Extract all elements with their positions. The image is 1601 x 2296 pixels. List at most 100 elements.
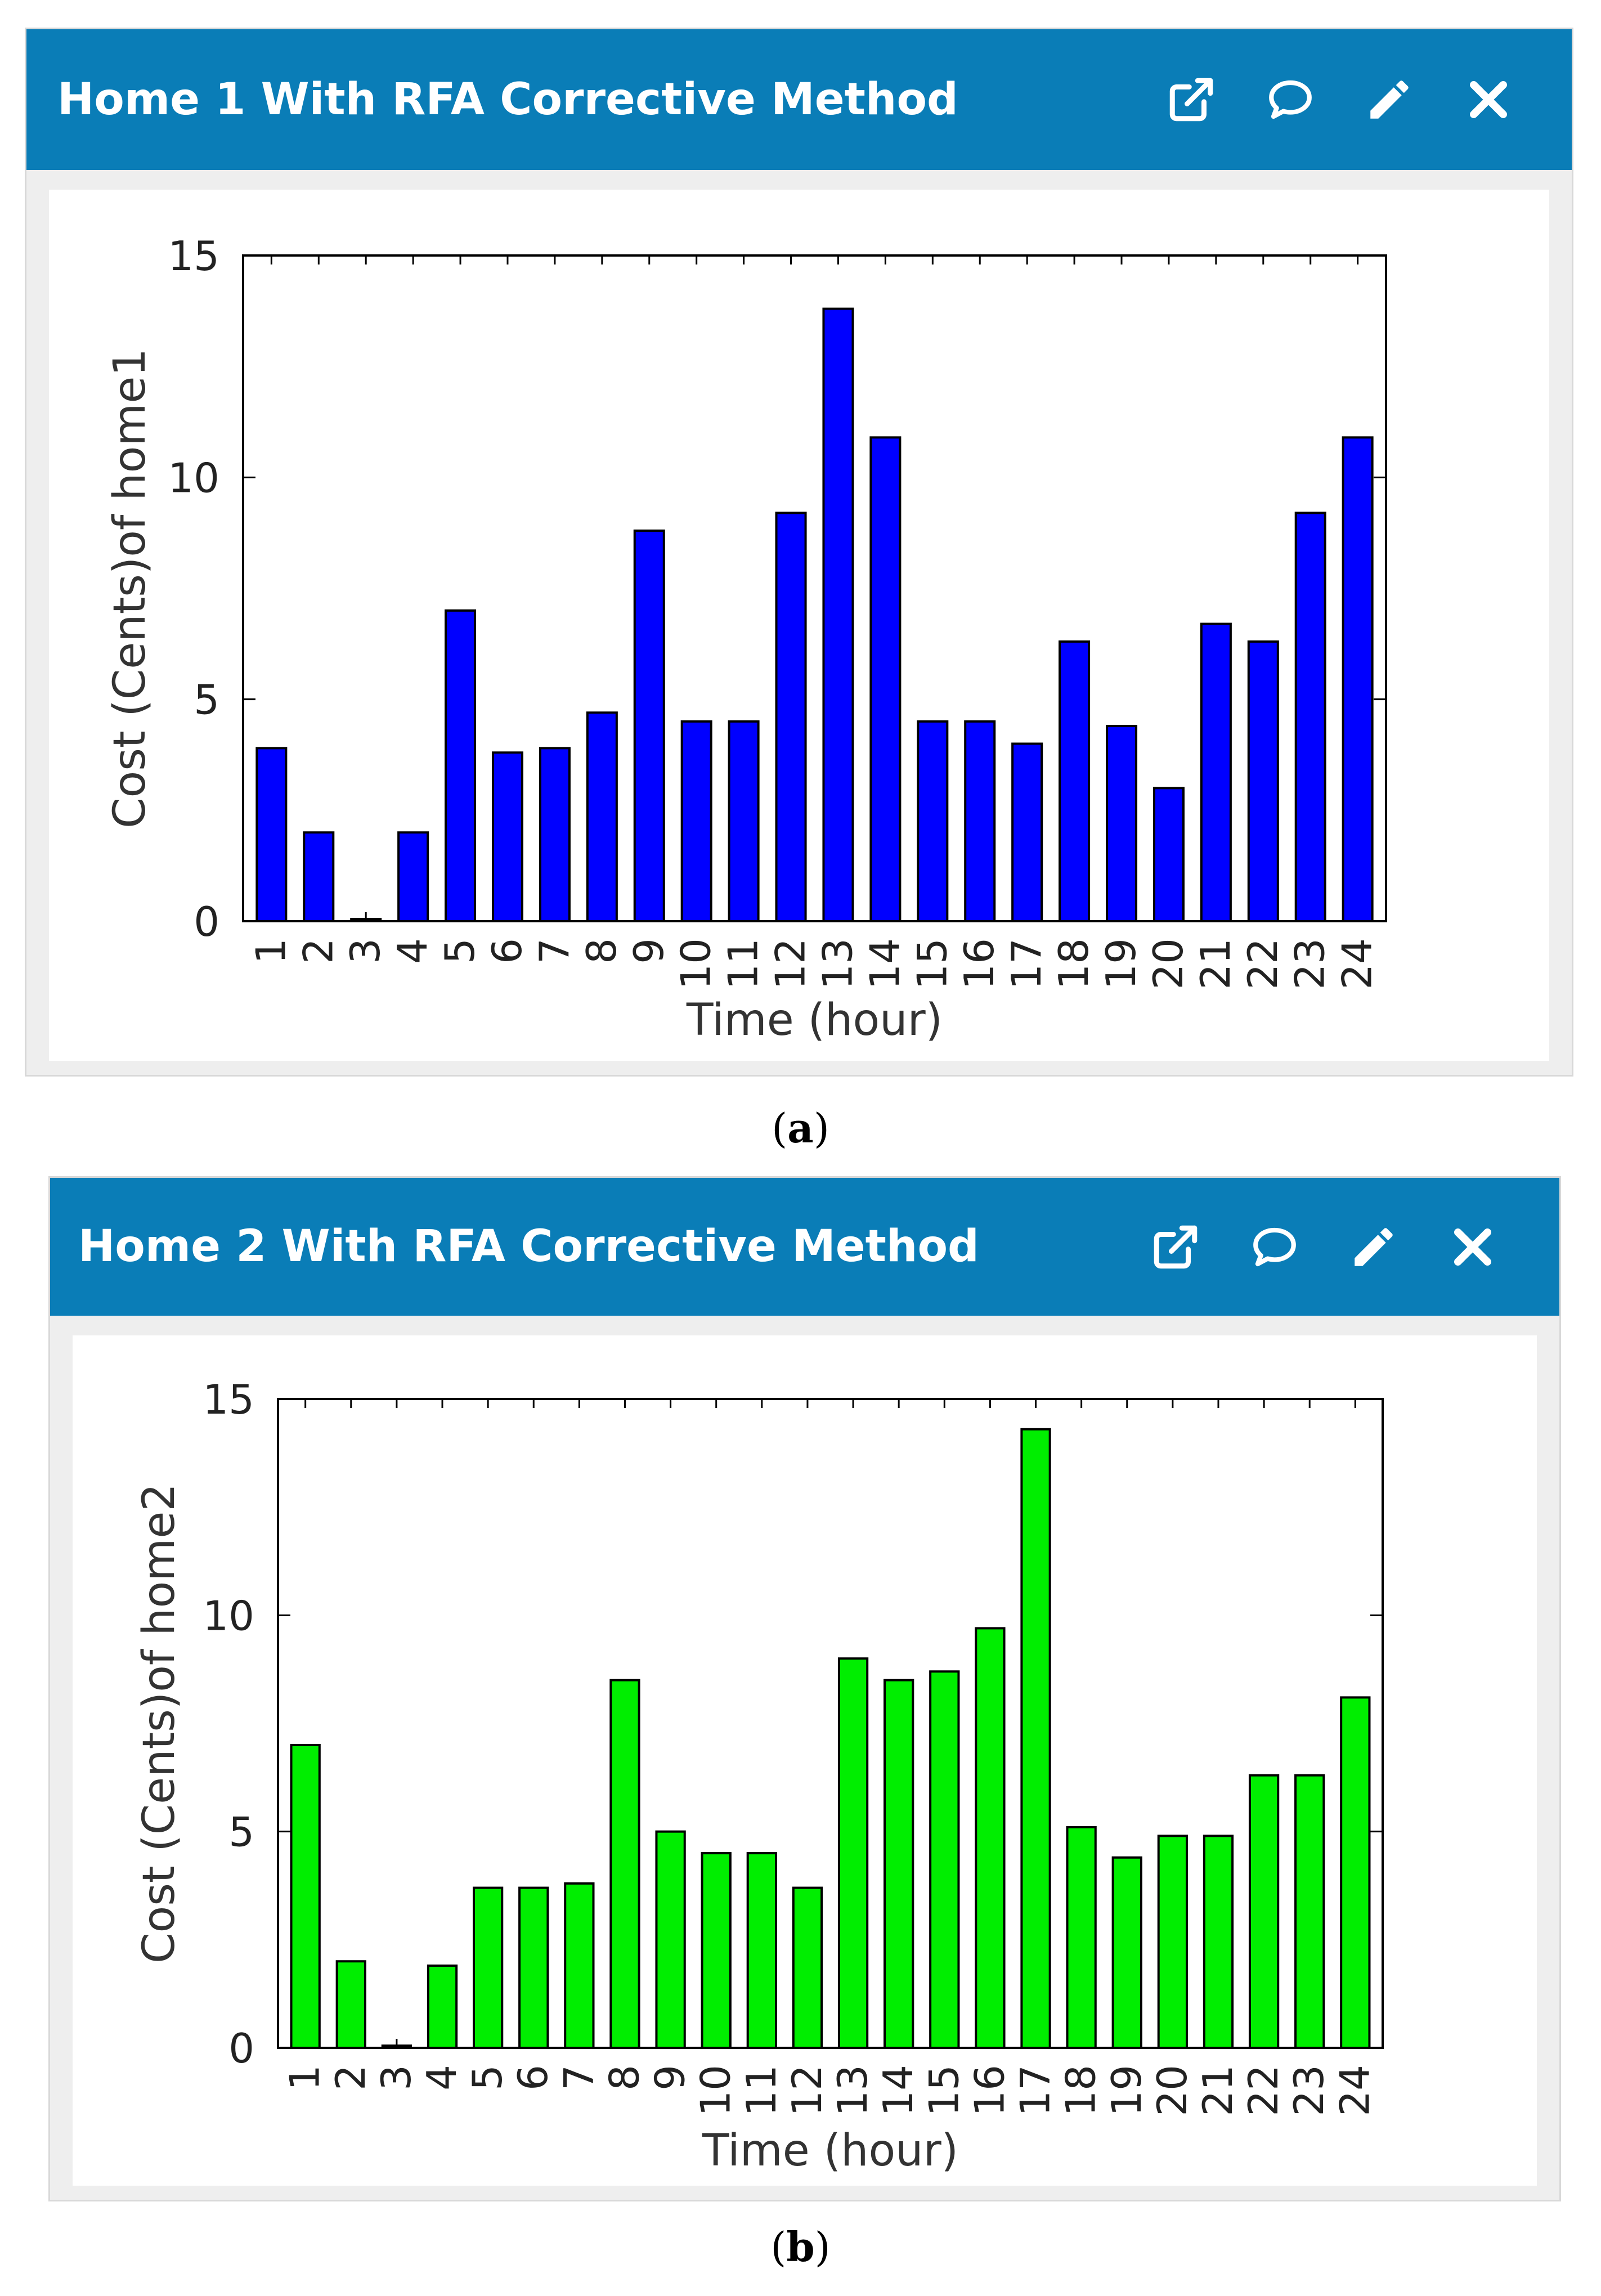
widget-toolbar (1142, 1178, 1538, 1316)
bar-hour-8 (609, 1679, 640, 2049)
bar-hour-9 (655, 1830, 686, 2050)
widget-title: Home 1 With RFA Corrective Method (57, 74, 958, 125)
x-tick-label: 5 (464, 2065, 511, 2091)
close-icon[interactable] (1455, 66, 1522, 133)
x-tick-label: 8 (578, 938, 625, 964)
x-tick-label: 10 (692, 2065, 739, 2116)
bar-hour-4 (427, 1964, 458, 2050)
x-axis-label: Time (hour) (702, 2125, 958, 2176)
bar-hour-20 (1152, 787, 1185, 923)
x-tick-label: 2 (294, 938, 342, 964)
widget-titlebar: Home 1 With RFA Corrective Method (26, 29, 1572, 170)
x-tick-label: 4 (418, 2065, 465, 2091)
x-tick-label: 10 (672, 938, 720, 990)
bar-hour-19 (1105, 724, 1138, 923)
close-icon[interactable] (1439, 1213, 1506, 1281)
x-tick-label: 12 (783, 2065, 831, 2116)
x-tick-label: 21 (1194, 2065, 1241, 2116)
caption-letter: b (786, 2223, 815, 2271)
chart-widget-home1: Home 1 With RFA Corrective Method 0 5 10 15… (25, 28, 1573, 1077)
x-tick-label: 1 (281, 2065, 329, 2091)
bar-hour-21 (1200, 622, 1232, 922)
y-tick-label: 10 (168, 454, 219, 501)
x-tick-label: 16 (956, 938, 1003, 990)
bar-hour-5 (472, 1886, 504, 2049)
chart-widget-home2: Home 2 With RFA Corrective Method 0 5 10 15… (48, 1176, 1561, 2201)
y-axis-label: Cost (Cents)of home1 (105, 348, 155, 828)
bar-hour-6 (518, 1886, 549, 2049)
bar-hour-3 (350, 918, 382, 922)
caption-b: (b) (770, 2223, 831, 2271)
x-tick-label: 8 (600, 2065, 648, 2091)
x-tick-label: 18 (1050, 938, 1097, 990)
external-link-icon[interactable] (1158, 66, 1225, 133)
comment-icon[interactable] (1241, 1213, 1308, 1281)
x-tick-label: 22 (1240, 2065, 1287, 2116)
x-tick-label: 5 (436, 938, 483, 964)
x-tick-label: 15 (908, 938, 956, 990)
x-tick-label: 3 (342, 938, 389, 964)
bar-hour-16 (964, 720, 996, 922)
bar-hour-14 (884, 1679, 914, 2049)
bar-hour-1 (290, 1743, 321, 2049)
y-tick-label: 0 (194, 898, 219, 945)
widget-title: Home 2 With RFA Corrective Method (78, 1221, 979, 1272)
bar-hour-14 (869, 436, 902, 922)
widget-titlebar: Home 2 With RFA Corrective Method (50, 1178, 1559, 1316)
x-tick-label: 12 (767, 938, 814, 990)
x-tick-label: 4 (389, 938, 436, 964)
bar-hour-20 (1157, 1835, 1189, 2049)
bar-hour-15 (917, 720, 949, 922)
bar-hour-23 (1294, 1774, 1325, 2049)
bar-hour-22 (1248, 1774, 1280, 2049)
x-tick-label: 23 (1286, 938, 1334, 990)
bar-hour-12 (792, 1886, 823, 2049)
bar-hour-18 (1059, 640, 1091, 922)
bar-hour-15 (929, 1670, 960, 2049)
x-tick-label: 22 (1239, 938, 1286, 990)
bar-hour-13 (837, 1657, 869, 2049)
pencil-icon[interactable] (1340, 1213, 1407, 1281)
bar-hour-22 (1247, 640, 1279, 922)
widget-toolbar (1158, 29, 1554, 170)
bar-hour-1 (255, 747, 288, 922)
x-tick-label: 15 (920, 2065, 967, 2116)
x-tick-label: 18 (1057, 2065, 1105, 2116)
x-tick-label: 24 (1331, 2065, 1378, 2116)
bar-hour-3 (381, 2044, 412, 2049)
bar-hour-21 (1203, 1835, 1234, 2049)
x-tick-label: 6 (483, 938, 531, 964)
y-tick-label: 5 (194, 676, 219, 724)
bar-hour-5 (445, 609, 477, 922)
x-tick-label: 7 (531, 938, 578, 964)
x-tick-label: 20 (1145, 938, 1192, 990)
x-tick-label: 21 (1192, 938, 1239, 990)
y-tick-label: 15 (168, 232, 219, 280)
bar-hour-24 (1342, 436, 1374, 922)
y-tick-label: 15 (203, 1376, 254, 1423)
pencil-icon[interactable] (1356, 66, 1423, 133)
x-tick-label: 3 (373, 2065, 420, 2091)
x-tick-label: 17 (1003, 938, 1050, 990)
bar-hour-10 (701, 1852, 732, 2049)
x-tick-label: 19 (1097, 938, 1145, 990)
bar-hour-8 (586, 711, 618, 922)
caption-letter: a (787, 1104, 814, 1152)
y-tick-label: 10 (203, 1592, 254, 1639)
bar-hour-16 (975, 1627, 1006, 2049)
bar-hour-4 (397, 831, 429, 923)
bar-hour-7 (564, 1882, 595, 2049)
y-tick-label: 0 (228, 2025, 254, 2072)
x-tick-label: 11 (738, 2065, 785, 2116)
x-tick-label: 14 (861, 938, 908, 990)
bar-hour-7 (539, 747, 571, 922)
x-tick-label: 7 (555, 2065, 602, 2091)
external-link-icon[interactable] (1142, 1213, 1209, 1281)
x-axis-label: Time (hour) (686, 995, 943, 1046)
x-tick-label: 19 (1103, 2065, 1150, 2116)
caption-a: (a) (772, 1104, 829, 1152)
x-tick-label: 2 (327, 2065, 374, 2091)
comment-icon[interactable] (1257, 66, 1324, 133)
bar-hour-12 (775, 512, 807, 922)
